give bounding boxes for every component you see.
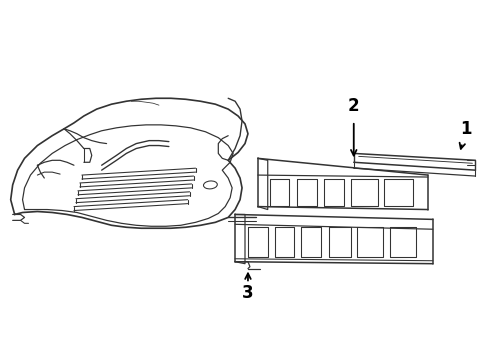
- Text: 2: 2: [348, 97, 360, 115]
- Text: 3: 3: [242, 284, 254, 302]
- Text: 1: 1: [460, 120, 471, 138]
